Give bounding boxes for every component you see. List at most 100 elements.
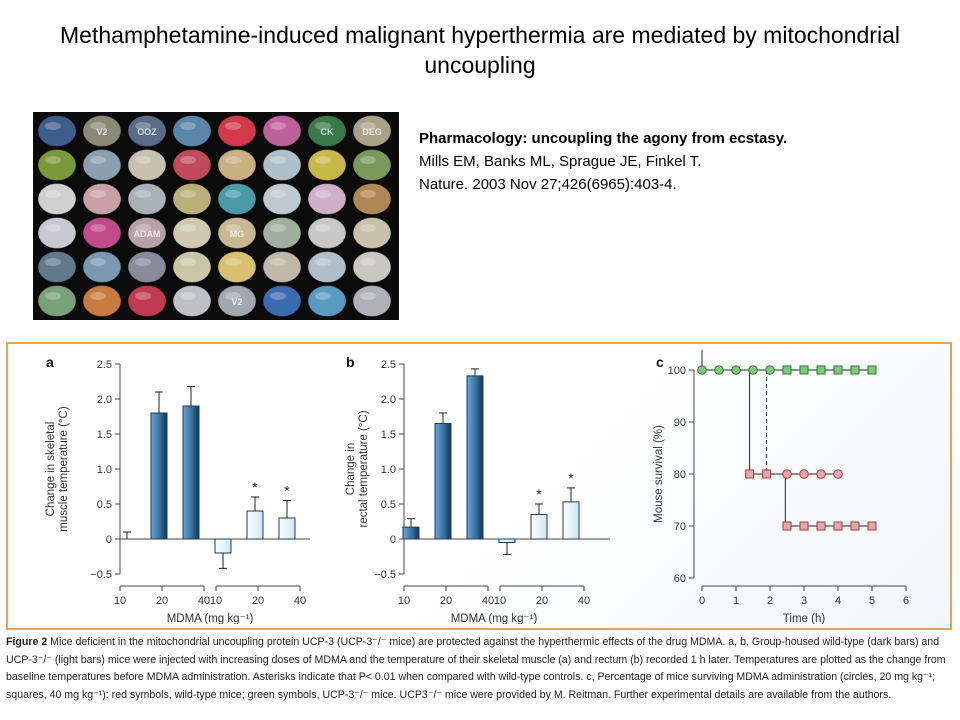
tablet [217, 285, 257, 317]
tablet-highlight [315, 122, 331, 130]
tablet [172, 251, 212, 283]
tablet [352, 183, 392, 215]
tablet-highlight [90, 258, 106, 266]
bar [530, 514, 548, 540]
panel-label: b [346, 354, 355, 370]
y-tick-label: 0.5 [381, 499, 396, 511]
figure-caption: Figure 2 Mice deficient in the mitochond… [6, 634, 952, 704]
tablet-imprint: CK [321, 127, 334, 137]
red-square-marker [833, 521, 843, 531]
x-tick-label: 5 [869, 595, 875, 607]
tablet-highlight [315, 156, 331, 164]
green-square-marker [867, 365, 877, 375]
tablet-highlight [315, 292, 331, 300]
tablet-highlight [225, 122, 241, 130]
green-circle-marker [731, 365, 741, 375]
tablet-highlight [180, 190, 196, 198]
tablet-highlight [135, 224, 151, 232]
tablet-highlight [360, 156, 376, 164]
reference-block: Pharmacology: uncoupling the agony from … [419, 127, 787, 196]
panel-label: c [656, 354, 664, 370]
x-axis-label: MDMA (mg kg⁻¹) [167, 613, 254, 624]
green-square-marker [833, 365, 843, 375]
slide-title: Methamphetamine-induced malignant hypert… [60, 22, 900, 78]
tablet-highlight [180, 156, 196, 164]
tablet [127, 149, 167, 181]
y-tick-label: 0 [390, 534, 396, 546]
y-tick-label: 70 [674, 521, 686, 533]
tablet [37, 183, 77, 215]
significance-asterisk: * [536, 486, 542, 502]
x-tick-label: 2 [767, 595, 773, 607]
tablet-imprint: V2 [231, 297, 242, 307]
tablet [217, 183, 257, 215]
y-tick-label: 2.5 [381, 359, 396, 371]
figure-caption-label: Figure 2 [6, 636, 48, 648]
tablet-highlight [90, 292, 106, 300]
tablet [307, 149, 347, 181]
tablet-highlight [270, 224, 286, 232]
tablet [217, 149, 257, 181]
red-square-marker [850, 521, 860, 531]
tablet-highlight [315, 258, 331, 266]
y-axis-label: Mouse survival (%) [653, 425, 665, 523]
bar [498, 538, 516, 543]
tablet-highlight [270, 156, 286, 164]
tablet [352, 285, 392, 317]
tablet [307, 217, 347, 249]
x-tick-label: 0 [699, 595, 705, 607]
tablet-highlight [135, 258, 151, 266]
y-axis-label: Change in skeletal [45, 422, 57, 517]
y-tick-label: 80 [674, 469, 686, 481]
tablet [127, 115, 167, 147]
bar [562, 501, 580, 540]
chart-panel-c: c 100 90 80 70 60 0 1 2 3 4 5 6 Time (h) Mouse surviva… [653, 350, 909, 624]
x-tick-label: 10 [114, 595, 126, 607]
y-tick-label: −0.5 [90, 569, 112, 581]
x-tick-label: 40 [482, 595, 494, 607]
bar [434, 423, 452, 540]
tablet [352, 149, 392, 181]
y-tick-label: 90 [674, 417, 686, 429]
x-axis-label: MDMA (mg kg⁻¹) [451, 613, 538, 624]
tablet-highlight [45, 122, 61, 130]
tablet-highlight [225, 156, 241, 164]
tablet [37, 149, 77, 181]
tablet [127, 251, 167, 283]
tablet-highlight [180, 224, 196, 232]
x-tick-label: 20 [536, 595, 548, 607]
tablet-highlight [360, 122, 376, 130]
tablet [352, 251, 392, 283]
y-axis-label: muscle temperature (°C) [58, 406, 70, 532]
significance-asterisk: * [252, 479, 258, 495]
tablet [352, 217, 392, 249]
tablet [352, 115, 392, 147]
tablet-highlight [270, 122, 286, 130]
tablet [82, 183, 122, 215]
red-circle-marker [782, 469, 792, 479]
bar [466, 375, 484, 540]
reference-citation: Nature. 2003 Nov 27;426(6965):403-4. [419, 176, 677, 193]
tablet-highlight [180, 122, 196, 130]
x-tick-label: 20 [156, 595, 168, 607]
tablet-highlight [360, 190, 376, 198]
tablet-highlight [225, 224, 241, 232]
tablet-highlight [360, 224, 376, 232]
x-tick-label: 40 [578, 595, 590, 607]
tablet-highlight [135, 292, 151, 300]
y-tick-label: 60 [674, 573, 686, 585]
x-tick-label: 40 [294, 595, 306, 607]
green-circle-marker [748, 365, 758, 375]
tablet-highlight [225, 258, 241, 266]
tablet [217, 115, 257, 147]
tablet-highlight [45, 224, 61, 232]
x-tick-label: 10 [494, 595, 506, 607]
x-tick-label: 20 [252, 595, 264, 607]
x-tick-label: 3 [801, 595, 807, 607]
tablet [172, 149, 212, 181]
chart-panel-a: a 2.52.01.51.00.50−0.5* *10 20 40 10 20 40MDMA … [45, 354, 310, 624]
reference-authors: Mills EM, Banks ML, Sprague JE, Finkel T… [419, 153, 702, 170]
y-tick-label: 2.5 [97, 359, 112, 371]
tablet [262, 251, 302, 283]
tablet-imprint: ADAM [134, 229, 161, 239]
